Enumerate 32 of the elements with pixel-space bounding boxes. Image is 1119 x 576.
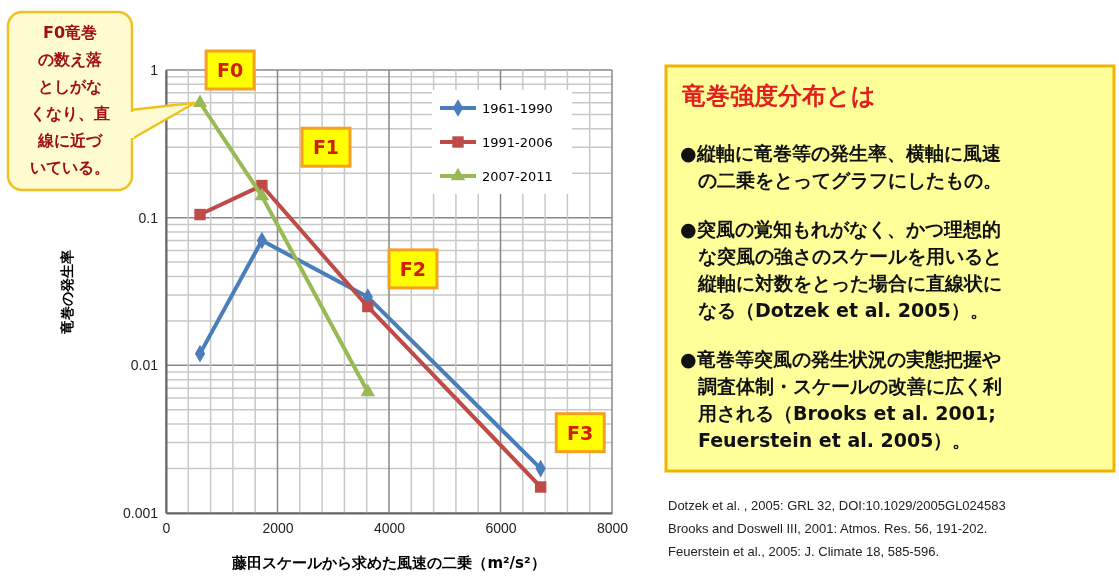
annotation: F1 — [312, 136, 340, 159]
x-tick-label: 0 — [162, 519, 171, 536]
text: ●竜巻等突風の発生状況の実態把握や調査体制・スケールの改善に広く利用される（Brooks et al. 2001; Feuerstein et al. 2005）。 — [680, 348, 1002, 451]
x-tick-label: 8000 — [596, 519, 629, 536]
text: Brooks and Doswell III, 2001: Atmos. Res. 56, 191-202. — [668, 521, 988, 536]
text: Dotzek et al. , 2005: GRL 32, DOI:10.1029/2005GL024583 — [668, 498, 1006, 513]
x-axis-title: 藤田スケールから求めた風速の二乗（m²/s²） — [231, 554, 546, 572]
annotation: F3 — [567, 421, 594, 444]
text: ●縦軸に竜巻等の発生率、横軸に風速の二乗をとってグラフにしたもの。 — [680, 142, 1002, 191]
annotation: F0 — [217, 59, 244, 81]
x-tick-label: 6000 — [485, 519, 517, 536]
legend-label: 1991-2006 — [482, 135, 553, 150]
y-tick-label: 0.001 — [122, 504, 159, 521]
point — [254, 187, 270, 201]
annotation: F2 — [399, 257, 427, 280]
text: Feuerstein et al., 2005: J. Climate 18, 585-596. — [668, 544, 939, 559]
point — [362, 300, 374, 313]
point — [534, 481, 547, 493]
legend-label: 1961-1990 — [482, 101, 553, 116]
y-tick-label: 1 — [150, 61, 159, 78]
y-tick-label: 0.1 — [138, 209, 159, 226]
text: ●突風の覚知もれがなく、かつ理想的な突風の強さのスケールを用いると縦軸に対数をとった場合に直線状になる（Dotzek et al. 2005）。 — [680, 218, 1002, 321]
point — [360, 383, 376, 397]
y-axis-title: 竜巻の発生率 — [59, 249, 75, 335]
y-tick-label: 0.01 — [130, 357, 159, 374]
text: F0竜巻の数え落としがなくなり、直線に近づいている。 — [30, 23, 110, 177]
x-tick-label: 4000 — [373, 519, 406, 536]
legend-label: 2007-2011 — [482, 169, 553, 184]
point — [194, 208, 206, 221]
point — [192, 94, 208, 107]
x-tick-label: 2000 — [262, 519, 294, 536]
text: 竜巻強度分布とは — [681, 82, 876, 110]
